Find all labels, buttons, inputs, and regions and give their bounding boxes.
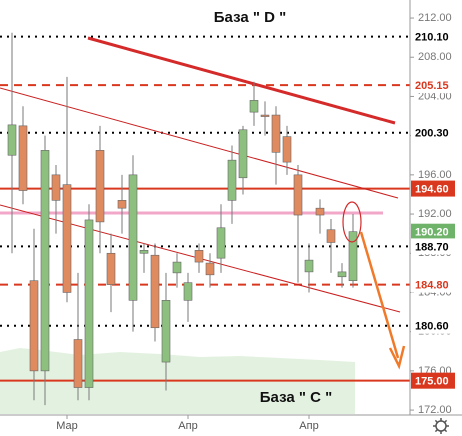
highlight-circle xyxy=(342,201,362,243)
y-tick-label: 192.00 xyxy=(418,208,452,220)
level-label: 200.30 xyxy=(415,128,449,140)
level-label: 205.15 xyxy=(415,80,449,92)
candle-body xyxy=(271,114,281,153)
x-tick-label: Мар xyxy=(56,420,78,432)
candle-body xyxy=(249,100,259,113)
y-tick-label: 204.00 xyxy=(418,90,452,102)
level-label: 194.60 xyxy=(415,183,449,195)
trend-line xyxy=(0,87,399,199)
level-tag xyxy=(411,317,455,334)
level-label: 188.70 xyxy=(415,241,449,253)
x-tick-label: Апр xyxy=(178,420,197,432)
y-tick-label: 212.00 xyxy=(418,12,452,24)
candle-body xyxy=(183,282,193,301)
y-tick-label: 208.00 xyxy=(418,51,452,63)
candle-body xyxy=(40,150,50,372)
candle-body xyxy=(315,207,325,216)
candle-body xyxy=(128,174,138,301)
level-tag xyxy=(411,238,455,255)
price-axis-bg xyxy=(410,0,462,415)
level-label: 175.00 xyxy=(415,376,449,388)
candle-body xyxy=(150,254,160,329)
candle-body xyxy=(95,150,105,223)
candle-body xyxy=(139,250,149,254)
level-tag xyxy=(411,276,455,293)
candle-body xyxy=(161,300,171,363)
annotation: База " C " xyxy=(260,389,332,406)
level-tag xyxy=(411,372,455,389)
trend-line-thick xyxy=(87,36,396,125)
candle-body xyxy=(205,262,215,276)
candle-body xyxy=(304,259,314,273)
y-tick-label: 172.00 xyxy=(418,404,452,416)
candle-body xyxy=(194,250,204,263)
candle-body xyxy=(62,184,72,293)
candle-body xyxy=(216,227,226,259)
forecast-arrow-head xyxy=(388,345,406,370)
candle-body xyxy=(260,114,270,117)
candle-body xyxy=(73,339,83,388)
level-label: 180.60 xyxy=(415,321,449,333)
level-tag xyxy=(411,28,455,45)
candle-body xyxy=(282,136,292,163)
candle-body xyxy=(172,261,182,274)
settings-icon[interactable] xyxy=(433,418,449,434)
candle-body xyxy=(227,159,237,201)
candle-body xyxy=(84,219,94,388)
candle-body xyxy=(238,129,248,179)
gear-teeth[interactable] xyxy=(433,418,449,434)
level-tag xyxy=(411,77,455,94)
annotation: База " D " xyxy=(214,9,286,26)
candle-body xyxy=(117,200,127,209)
level-tag xyxy=(411,223,455,240)
forecast-arrow xyxy=(359,231,400,359)
level-tag xyxy=(411,180,455,197)
level-label: 184.80 xyxy=(415,280,449,292)
candle-body xyxy=(348,231,358,282)
candle-body xyxy=(7,124,17,156)
level-label: 190.20 xyxy=(415,227,449,239)
candle-body xyxy=(18,125,28,191)
x-tick-label: Апр xyxy=(299,420,318,432)
candle-body xyxy=(106,252,116,285)
level-label: 210.10 xyxy=(415,32,449,44)
candle-body xyxy=(337,271,347,278)
candle-body xyxy=(29,280,39,372)
level-tag xyxy=(411,124,455,141)
candle-body xyxy=(51,174,61,201)
candle-body xyxy=(326,229,336,243)
y-tick-label: 196.00 xyxy=(418,169,452,181)
candle-body xyxy=(293,174,303,216)
